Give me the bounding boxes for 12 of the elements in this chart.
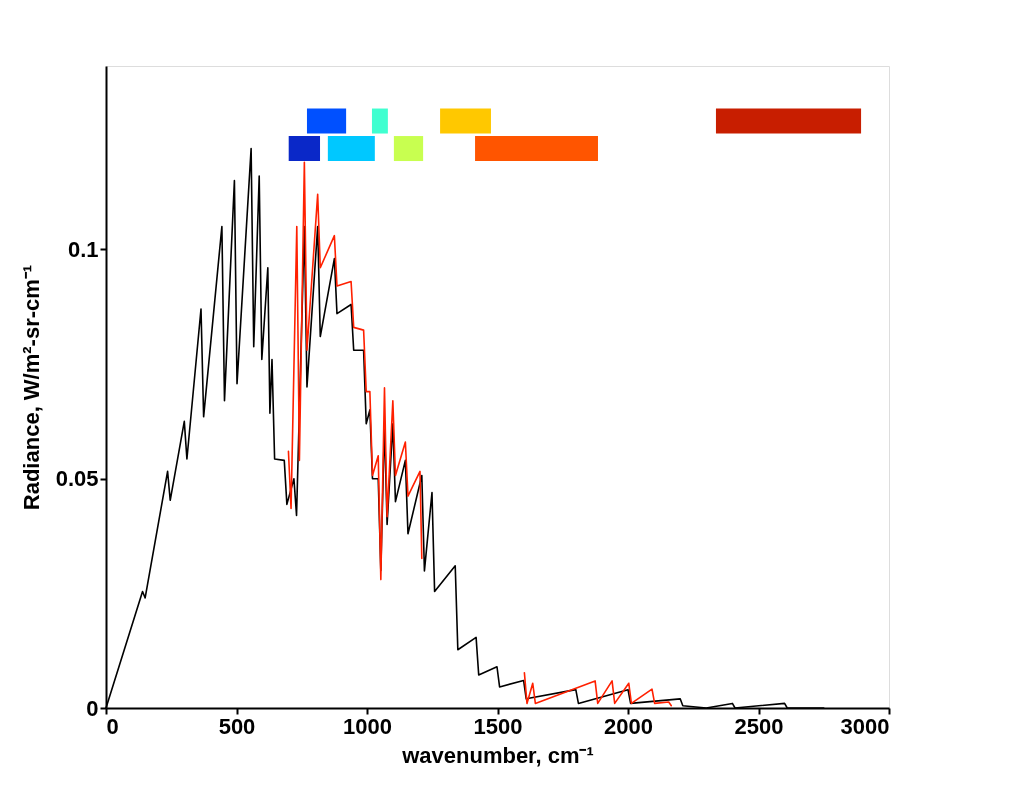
x-tick-label: 2500 (734, 713, 784, 739)
x-tick-label: 1500 (473, 713, 523, 739)
y-tick-label: 0 (86, 695, 99, 721)
y-tick-label: 0.05 (55, 466, 99, 492)
x-tick-label: 2000 (604, 713, 653, 739)
y-tick-label: 0.1 (67, 236, 99, 262)
x-tick-label: 0 (106, 713, 119, 739)
y-axis-title: Radiance, W/m²-sr-cm⁻¹ (18, 264, 44, 511)
x-axis-title: wavenumber, cm⁻¹ (401, 742, 594, 768)
x-tick-label: 500 (218, 713, 256, 739)
x-tick-label: 3000 (840, 713, 890, 739)
x-tick-label: 1000 (343, 713, 392, 739)
